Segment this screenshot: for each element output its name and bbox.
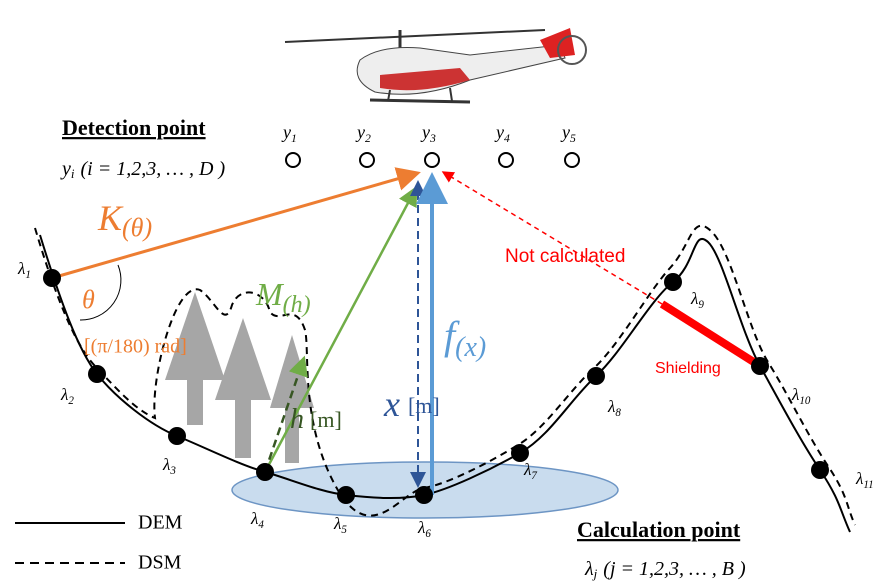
calculation-point xyxy=(337,486,355,504)
detection-label: y2 xyxy=(355,122,371,145)
f-label: f(x) xyxy=(444,313,486,363)
theta-unit: [(π/180) rad] xyxy=(84,336,187,358)
calculation-point xyxy=(664,273,682,291)
subscript: 1 xyxy=(291,132,297,145)
subscript: 7 xyxy=(531,470,537,482)
h-label: h[m] xyxy=(290,404,342,435)
calculation-point xyxy=(88,365,106,383)
detection-point xyxy=(425,153,439,167)
legend-dsm: DSM xyxy=(138,552,182,574)
symbol: y xyxy=(355,122,365,142)
subscript: 5 xyxy=(341,524,347,536)
diagram: Detection point yi(i = 1,2,3, … , D ) Ca… xyxy=(0,0,890,587)
m-label: M(h) xyxy=(255,276,311,317)
calculation-label: λ8 xyxy=(607,397,621,419)
subscript: 6 xyxy=(425,528,431,540)
calculation-label: λ2 xyxy=(60,385,74,407)
calculation-label: λ1 xyxy=(17,259,31,281)
symbol: λ xyxy=(60,385,68,404)
calculation-label: λ3 xyxy=(162,455,176,477)
subscript: 2 xyxy=(365,132,371,145)
calculation-point xyxy=(256,463,274,481)
calculation-point xyxy=(587,367,605,385)
calculation-label: λ10 xyxy=(791,385,811,407)
calculation-title: Calculation point xyxy=(577,517,741,542)
symbol: λ xyxy=(250,509,258,528)
trees xyxy=(165,292,314,463)
subscript: 5 xyxy=(570,132,576,145)
k-label: K(θ) xyxy=(97,198,152,242)
subscript: 4 xyxy=(258,519,264,531)
calculation-label: λ11 xyxy=(855,469,874,491)
subscript: 8 xyxy=(615,407,621,419)
calculation-label: λ7 xyxy=(523,460,537,482)
calculation-point xyxy=(415,486,433,504)
blocked-ray xyxy=(443,172,662,304)
subscript: 10 xyxy=(799,395,811,407)
detection-point xyxy=(360,153,374,167)
subscript: 3 xyxy=(429,132,436,145)
calculation-point xyxy=(43,269,61,287)
symbol: λ xyxy=(791,385,799,404)
helicopter xyxy=(285,28,586,102)
legend-dem: DEM xyxy=(138,512,183,534)
detection-label: y1 xyxy=(281,122,297,145)
detection-point xyxy=(565,153,579,167)
calculation-point xyxy=(168,427,186,445)
detection-label: y4 xyxy=(494,122,510,145)
calculation-label: λ4 xyxy=(250,509,264,531)
not-calculated-label: Not calculated xyxy=(505,246,625,267)
subscript: 2 xyxy=(68,395,74,407)
detection-label: y3 xyxy=(420,122,436,145)
subscript: 1 xyxy=(25,269,31,281)
symbol: λ xyxy=(333,514,341,533)
symbol: λ xyxy=(523,460,531,479)
shielding-label: Shielding xyxy=(655,360,721,377)
symbol: λ xyxy=(855,469,863,488)
detection-title: Detection point xyxy=(62,115,206,140)
symbol: y xyxy=(494,122,504,142)
symbol: λ xyxy=(162,455,170,474)
detection-label: y5 xyxy=(560,122,576,145)
symbol: λ xyxy=(690,289,698,308)
calculation-label: λ6 xyxy=(417,518,431,540)
theta-label: θ xyxy=(82,285,95,314)
subscript: 11 xyxy=(863,479,873,491)
subscript: 3 xyxy=(169,465,176,477)
calculation-label: λ5 xyxy=(333,514,347,536)
symbol: y xyxy=(281,122,291,142)
symbol: λ xyxy=(17,259,25,278)
detection-formula: yi(i = 1,2,3, … , D ) xyxy=(60,158,225,181)
detection-point xyxy=(499,153,513,167)
detection-point xyxy=(286,153,300,167)
symbol: y xyxy=(420,122,430,142)
calculation-point xyxy=(751,357,769,375)
subscript: 9 xyxy=(698,299,704,311)
symbol: y xyxy=(560,122,570,142)
calculation-formula: λj(j = 1,2,3, … , B ) xyxy=(584,558,746,581)
calculation-label: λ9 xyxy=(690,289,704,311)
subscript: 4 xyxy=(504,132,510,145)
calculation-point xyxy=(811,461,829,479)
symbol: λ xyxy=(417,518,425,537)
symbol: λ xyxy=(607,397,615,416)
